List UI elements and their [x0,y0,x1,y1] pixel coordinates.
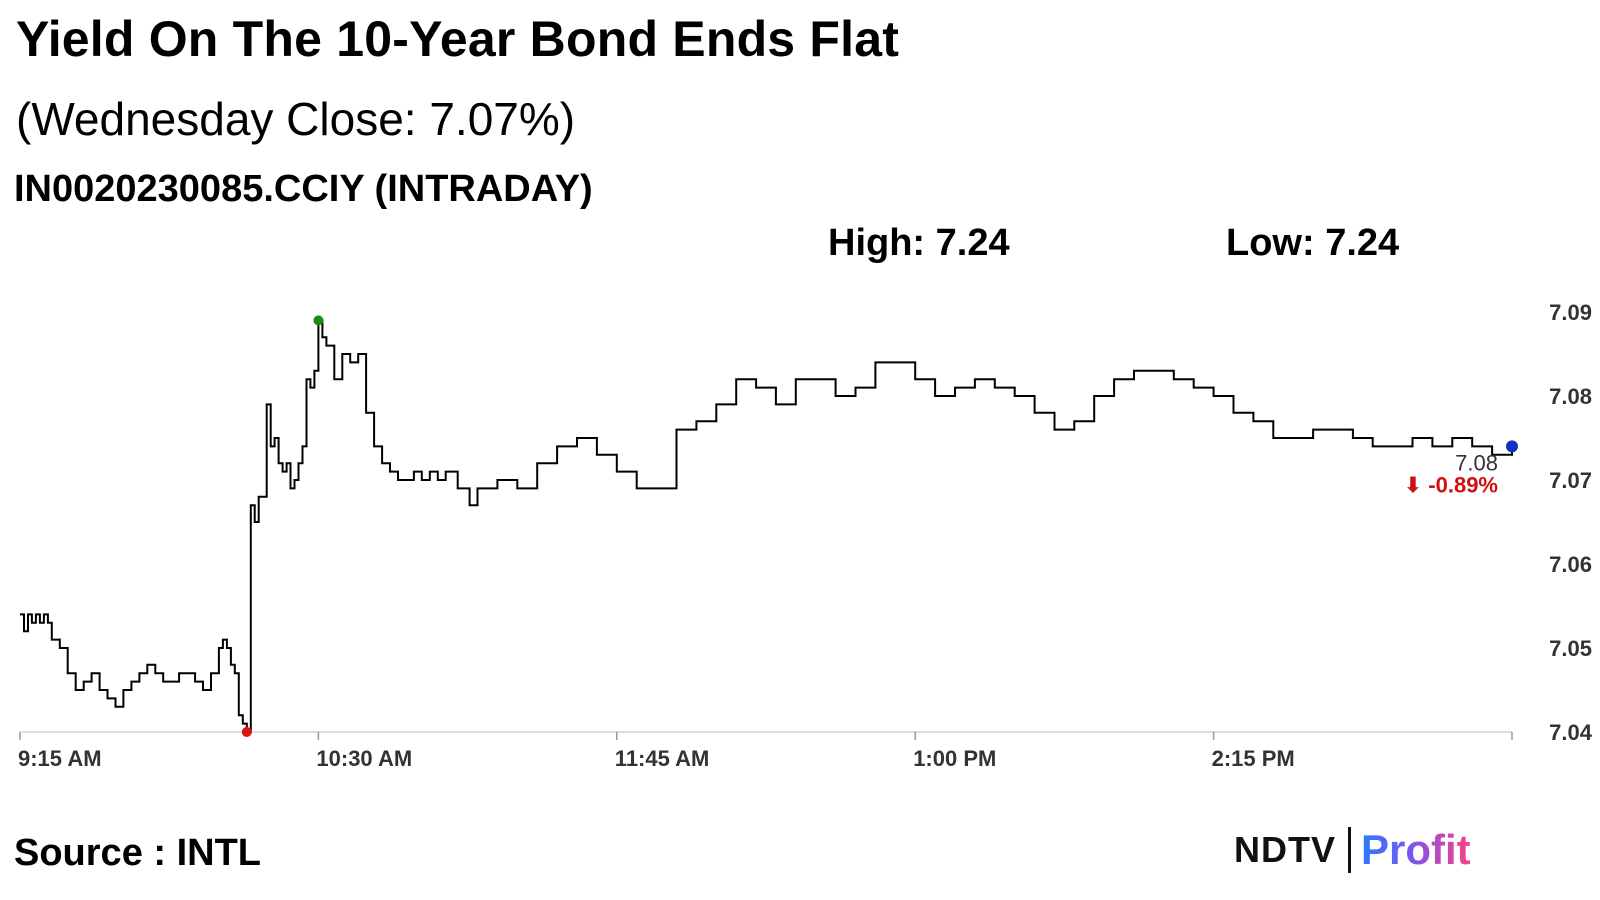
y-tick-label: 7.07 [1549,468,1592,493]
x-tick-label: 11:45 AM [615,746,710,771]
x-tick-label: 1:00 PM [913,746,996,771]
high-stat: High: 7.24 [828,222,1010,264]
x-tick-label: 9:15 AM [18,746,102,771]
brand-logo-divider [1348,827,1351,873]
x-tick-label: 10:30 AM [316,746,412,771]
last-value-marker [1506,440,1518,453]
low-stat: Low: 7.24 [1226,222,1400,264]
chart-series [20,319,1513,733]
ticker-label: IN0020230085.CCIY (INTRADAY) [14,168,593,210]
chart-markers [241,315,1518,737]
chart-title: Yield On The 10-Year Bond Ends Flat [16,11,900,67]
y-tick-label: 7.06 [1549,552,1592,577]
high-marker [313,315,324,326]
brand-logo-ndtv: NDTV [1234,829,1336,870]
y-tick-label: 7.09 [1549,300,1592,325]
chart-labels: 7.08⬇ -0.89% [1404,450,1498,497]
series-line [20,319,1513,733]
brand-logo: NDTV Profit [1234,825,1471,875]
x-tick-label: 2:15 PM [1212,746,1295,771]
change-label: ⬇ -0.89% [1404,472,1498,497]
low-marker [241,727,252,737]
intraday-chart: 9:15 AM 10:30 AM 11:45 AM 1:00 PM 2:15 PM 7.0… [18,300,1593,771]
brand-logo-profit: Profit [1361,826,1471,873]
y-tick-label: 7.08 [1549,384,1592,409]
y-tick-label: 7.04 [1549,720,1593,745]
chart-subtitle: (Wednesday Close: 7.07%) [16,93,576,145]
chart-axes: 9:15 AM 10:30 AM 11:45 AM 1:00 PM 2:15 PM 7.0… [18,300,1593,771]
last-value-label: 7.08 [1455,450,1498,475]
source-note: Source : INTL [14,832,262,874]
y-tick-label: 7.05 [1549,636,1592,661]
